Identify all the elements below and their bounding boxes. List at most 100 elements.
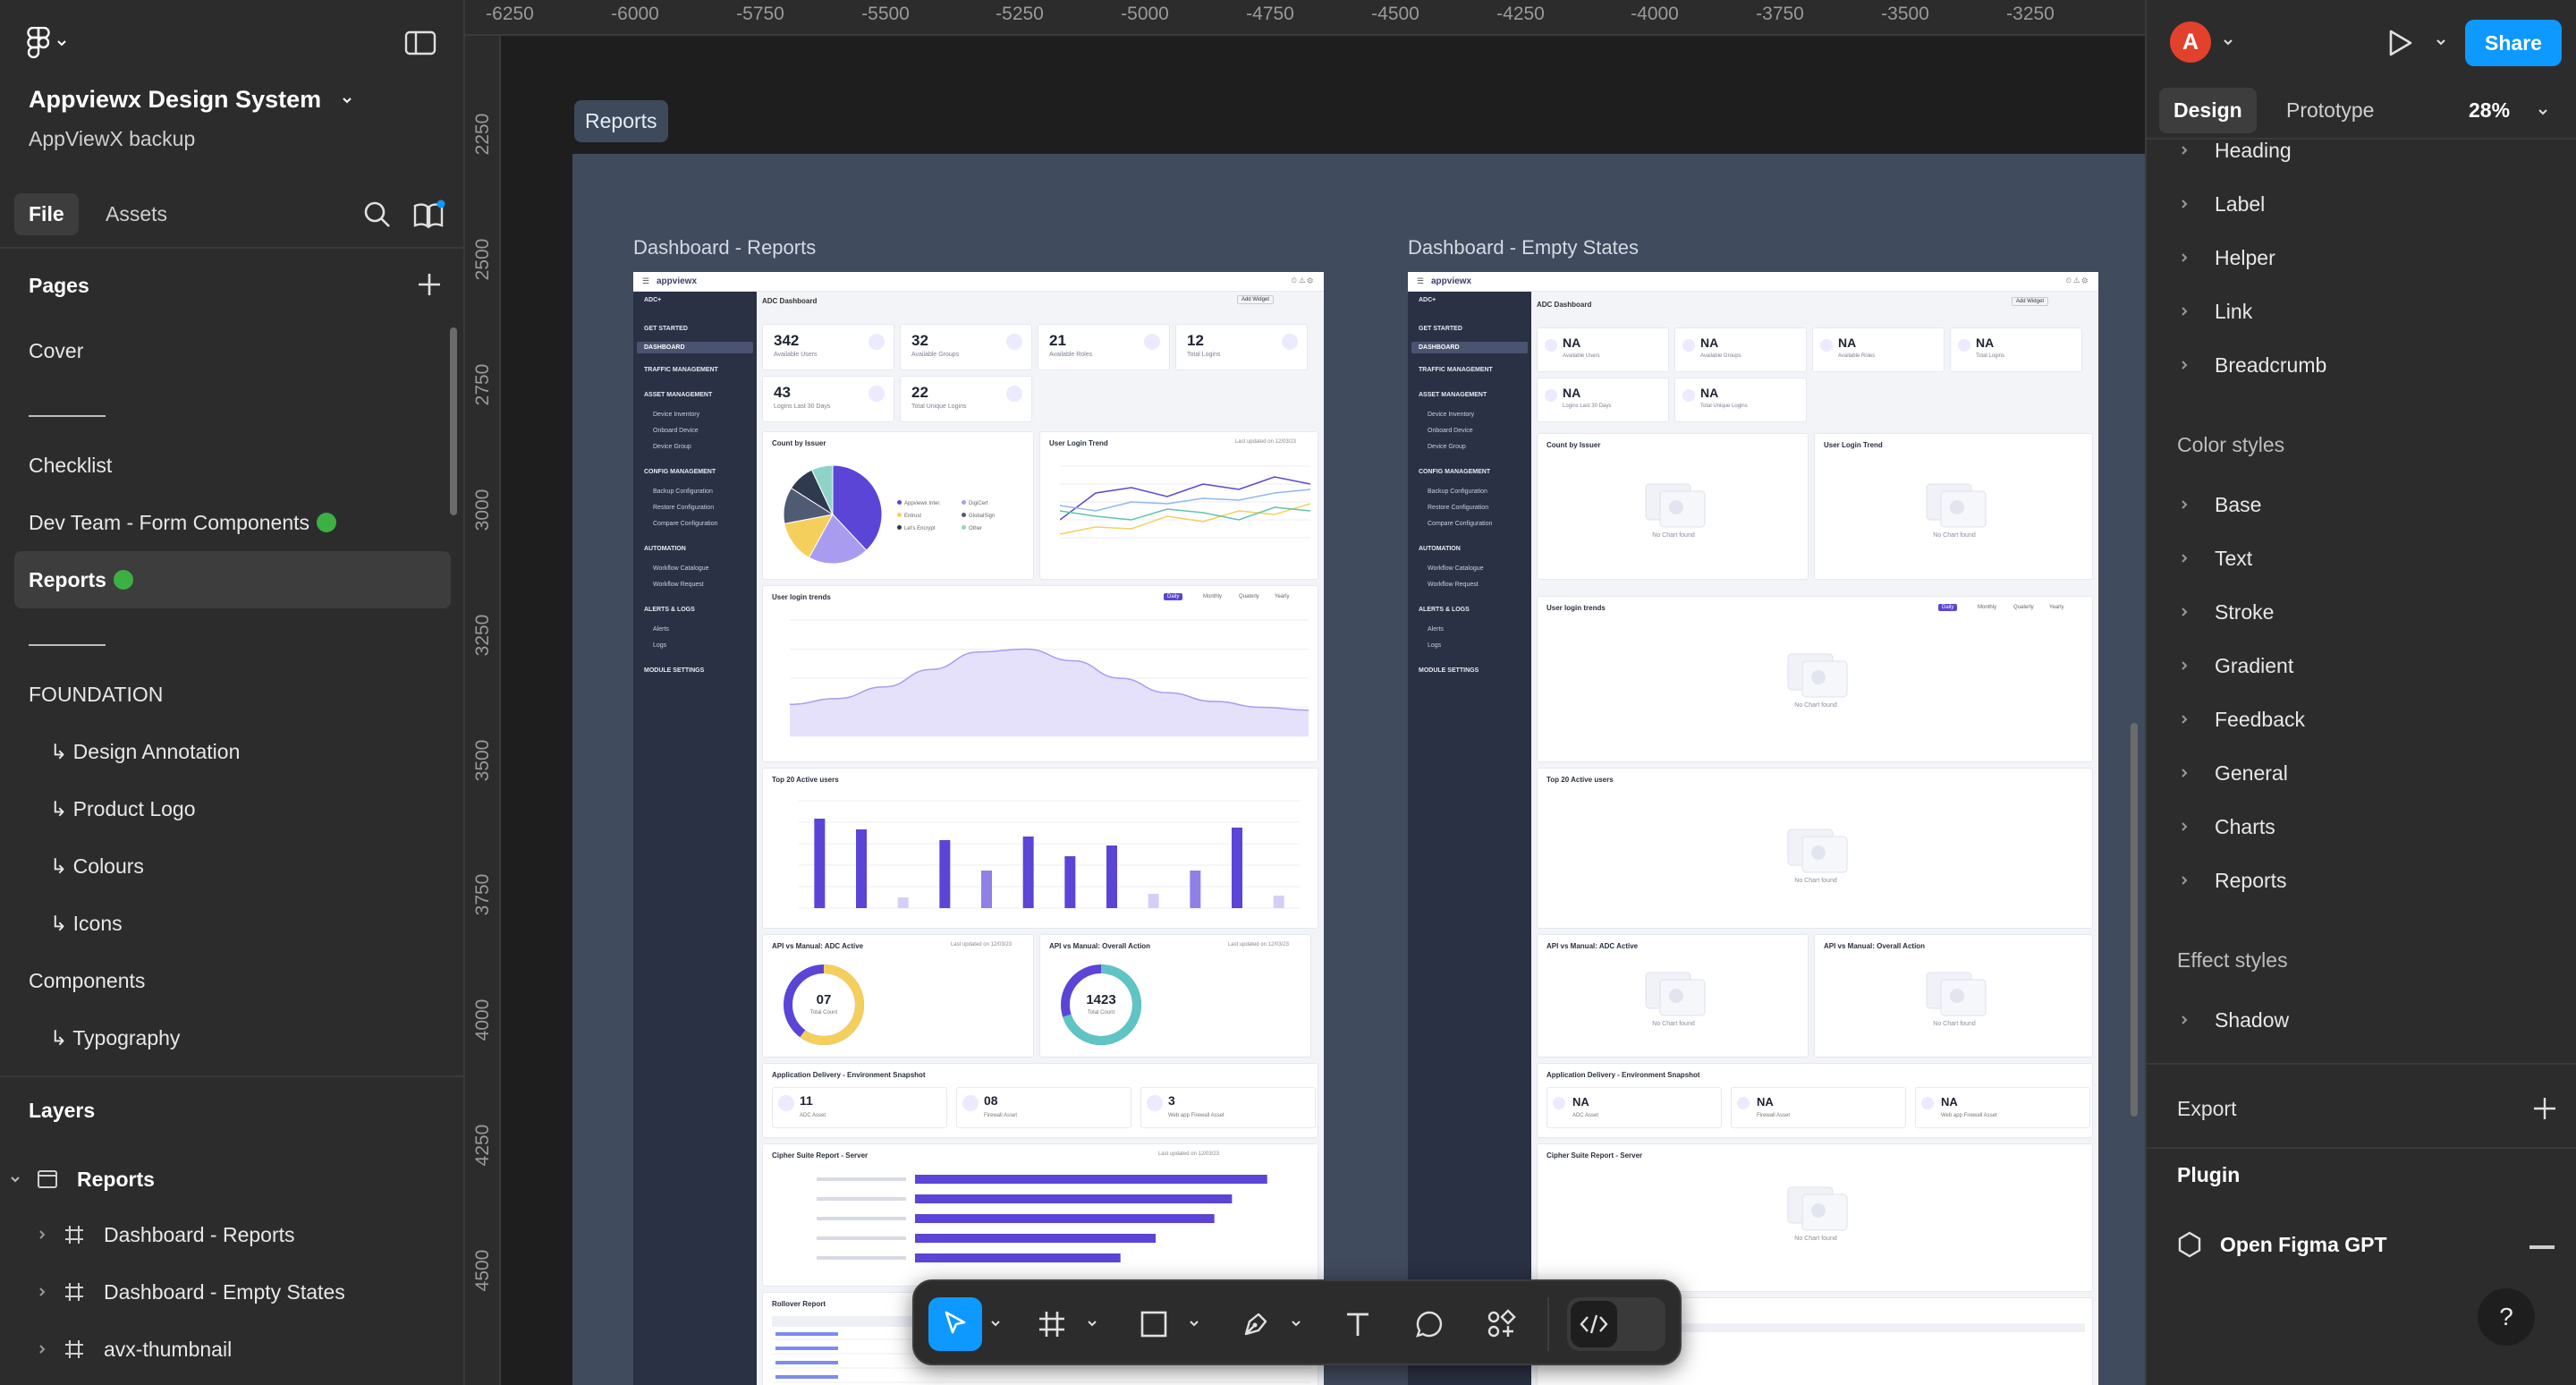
pages-scrollbar[interactable] [450, 327, 457, 515]
style-row[interactable]: Shadow [2147, 993, 2576, 1047]
add-export-button[interactable] [2529, 1093, 2560, 1124]
layer-row-reports[interactable]: Reports [0, 1152, 465, 1206]
style-row[interactable]: Feedback [2147, 692, 2576, 746]
chevron-down-icon[interactable] [989, 1317, 1002, 1330]
donut-label: Total Count [809, 1010, 838, 1015]
layer-row-dashboard-reports[interactable]: Dashboard - Reports [0, 1208, 465, 1262]
tab-assets[interactable]: Assets [106, 202, 168, 225]
mini-stat-value: NA [1563, 336, 1581, 350]
page-item-design-annotation[interactable]: ↳ Design Annotation [14, 723, 451, 780]
bar [1022, 837, 1034, 908]
style-row[interactable]: Charts [2147, 800, 2576, 854]
project-name[interactable]: AppViewX backup [29, 127, 196, 150]
page-item-cover[interactable]: Cover [14, 322, 451, 379]
mini-header-title: ADC Dashboard [1537, 301, 1592, 309]
layer-row-dashboard-empty[interactable]: Dashboard - Empty States [0, 1265, 465, 1319]
page-separator[interactable] [14, 608, 451, 666]
library-button[interactable] [411, 199, 447, 231]
chevron-right-icon[interactable] [2179, 199, 2190, 209]
shape-tool-button[interactable] [1127, 1297, 1181, 1351]
page-item-dev-team[interactable]: Dev Team - Form Components [14, 494, 451, 551]
help-button[interactable]: ? [2478, 1288, 2535, 1346]
page-item-reports[interactable]: Reports [14, 551, 451, 608]
toggle-sidebar-button[interactable] [404, 30, 436, 55]
style-row[interactable]: Gradient [2147, 639, 2576, 692]
remove-plugin-button[interactable] [2529, 1245, 2555, 1249]
mini-card-app-delivery: Application Delivery - Environment Snaps… [762, 1063, 1318, 1138]
trend-line [1060, 506, 1310, 521]
mini-add-widget: Add Widget [2011, 297, 2048, 306]
chevron-right-icon[interactable] [36, 1286, 48, 1298]
page-item-foundation[interactable]: FOUNDATION [14, 666, 451, 723]
chevron-down-icon[interactable] [1188, 1317, 1200, 1330]
share-button[interactable]: Share [2465, 20, 2562, 66]
page-item-icons[interactable]: ↳ Icons [14, 895, 451, 952]
frame-dashboard-empty[interactable]: ☰ appviewx ⏲ ⚠ ⚙ ADC+ GET STARTED DASHBOA… [1408, 272, 2098, 1385]
style-row[interactable]: Helper [2147, 231, 2576, 285]
page-item-colours[interactable]: ↳ Colours [14, 837, 451, 895]
style-row[interactable]: Base [2147, 478, 2576, 531]
chevron-right-icon[interactable] [2179, 875, 2190, 886]
chevron-down-icon[interactable] [2435, 36, 2447, 48]
avatar[interactable]: A [2170, 21, 2211, 63]
style-row[interactable]: Label [2147, 177, 2576, 231]
chevron-right-icon[interactable] [2179, 714, 2190, 725]
style-row[interactable]: Stroke [2147, 585, 2576, 639]
comment-tool-button[interactable] [1402, 1297, 1456, 1351]
canvas-scrollbar[interactable] [2131, 723, 2138, 1117]
chevron-right-icon[interactable] [2179, 252, 2190, 263]
frame-label-reports[interactable]: Dashboard - Reports [633, 236, 817, 259]
page-item-product-logo[interactable]: ↳ Product Logo [14, 780, 451, 837]
pen-tool-button[interactable] [1229, 1297, 1283, 1351]
chevron-right-icon[interactable] [2179, 821, 2190, 832]
chevron-down-icon[interactable] [9, 1173, 21, 1185]
chevron-right-icon[interactable] [36, 1343, 48, 1355]
style-row[interactable]: Reports [2147, 854, 2576, 907]
chevron-right-icon[interactable] [2179, 1015, 2190, 1025]
frame-tool-button[interactable] [1025, 1297, 1079, 1351]
section-label[interactable]: Reports [574, 100, 668, 142]
frame-label-empty[interactable]: Dashboard - Empty States [1408, 236, 1640, 259]
present-button[interactable] [2383, 27, 2415, 59]
legend-swatch [962, 525, 966, 530]
chevron-right-icon[interactable] [2179, 499, 2190, 510]
chevron-right-icon[interactable] [36, 1228, 48, 1241]
chevron-down-icon[interactable] [2537, 106, 2549, 118]
add-page-button[interactable] [413, 268, 445, 301]
chevron-right-icon[interactable] [2179, 145, 2190, 156]
style-row[interactable]: Link [2147, 285, 2576, 338]
dev-mode-toggle[interactable] [1567, 1297, 1665, 1351]
tab-prototype[interactable]: Prototype [2286, 98, 2375, 122]
style-row[interactable]: General [2147, 746, 2576, 800]
actions-button[interactable] [1474, 1297, 1528, 1351]
text-tool-button[interactable] [1331, 1297, 1385, 1351]
frame-dashboard-reports[interactable]: ☰ appviewx ⏲ ⚠ ⚙ ADC+ GET STARTED DASHBOA… [633, 272, 1324, 1385]
chevron-down-icon[interactable] [2222, 36, 2234, 48]
style-row[interactable]: Breadcrumb [2147, 338, 2576, 392]
chevron-right-icon[interactable] [2179, 768, 2190, 778]
chevron-right-icon[interactable] [2179, 553, 2190, 564]
tab-design[interactable]: Design [2159, 88, 2257, 133]
chevron-right-icon[interactable] [2179, 360, 2190, 370]
chevron-right-icon[interactable] [2179, 660, 2190, 671]
page-separator[interactable] [14, 379, 451, 437]
page-item-typography[interactable]: ↳ Typography [14, 1009, 451, 1066]
chevron-down-icon[interactable] [1290, 1317, 1302, 1330]
style-row[interactable]: Text [2147, 531, 2576, 585]
layer-row-avx-thumbnail[interactable]: avx-thumbnail [0, 1322, 465, 1376]
plugin-row[interactable]: Open Figma GPT [2177, 1231, 2387, 1258]
move-tool-button[interactable] [928, 1297, 982, 1351]
canvas[interactable]: Reports Dashboard - Reports Dashboard - … [465, 0, 2145, 1385]
chevron-right-icon[interactable] [2179, 607, 2190, 617]
file-name[interactable]: Appviewx Design System [29, 86, 353, 114]
zoom-level[interactable]: 28% [2469, 98, 2511, 122]
page-item-components[interactable]: Components [14, 952, 451, 1009]
search-button[interactable] [361, 199, 394, 231]
page-item-checklist[interactable]: Checklist [14, 437, 451, 494]
mini-nav-item: Device Inventory [1428, 412, 1475, 418]
style-row[interactable]: Heading [2147, 123, 2576, 177]
chevron-down-icon[interactable] [1086, 1317, 1098, 1330]
main-menu-button[interactable] [27, 27, 80, 59]
chevron-right-icon[interactable] [2179, 306, 2190, 317]
tab-file[interactable]: File [14, 193, 79, 235]
